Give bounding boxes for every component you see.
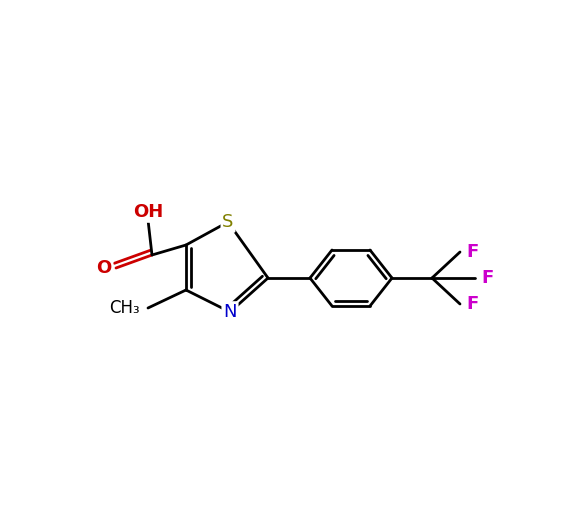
Text: O: O: [96, 259, 111, 277]
Text: OH: OH: [133, 203, 163, 221]
Text: S: S: [222, 213, 234, 231]
Text: F: F: [466, 295, 478, 313]
Text: CH₃: CH₃: [110, 299, 140, 317]
Text: F: F: [466, 243, 478, 261]
Text: F: F: [481, 269, 493, 287]
Text: N: N: [223, 303, 237, 321]
